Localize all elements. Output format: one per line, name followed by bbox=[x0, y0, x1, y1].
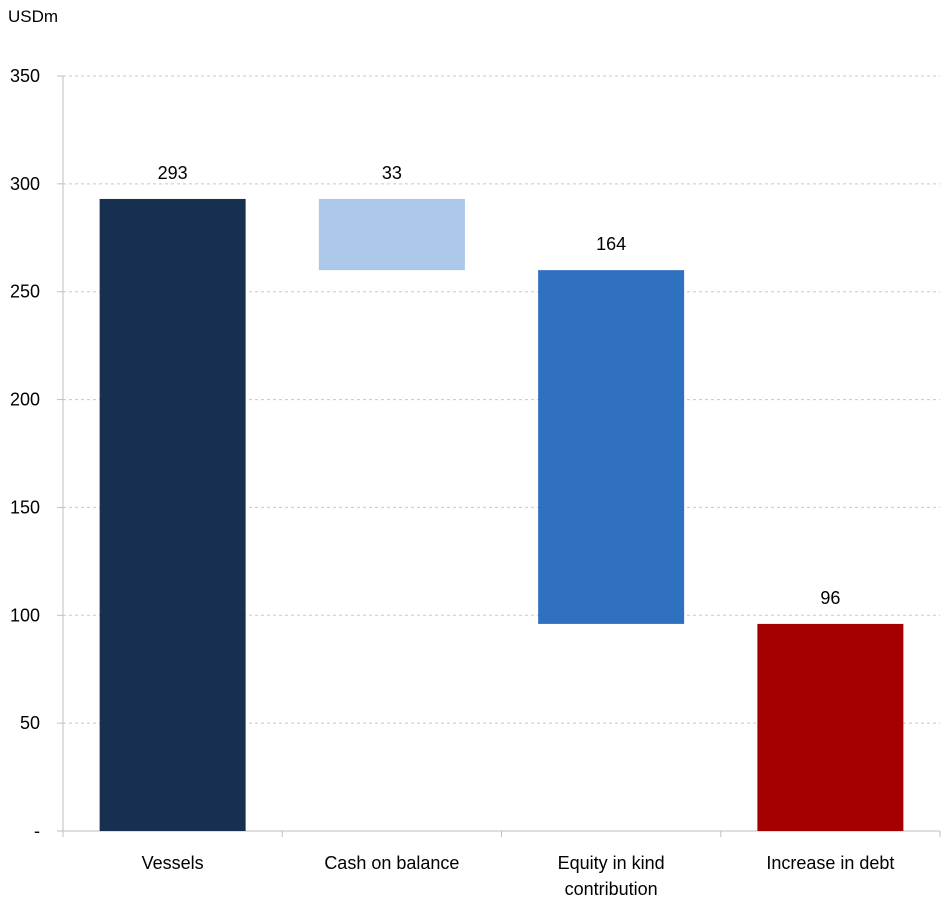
y-tick-label: 350 bbox=[10, 66, 40, 86]
y-tick-label: 250 bbox=[10, 282, 40, 302]
y-tick-label: 150 bbox=[10, 497, 40, 517]
data-label: 164 bbox=[596, 234, 626, 254]
labels: - 50 100 150 200 250 300 350 293 Vessels 33 Cash on… bbox=[10, 66, 894, 899]
y-tick-label: 300 bbox=[10, 174, 40, 194]
bar bbox=[318, 198, 465, 271]
category-label: Increase in debt bbox=[766, 853, 894, 873]
category-label: Vessels bbox=[142, 853, 204, 873]
unit-label: USDm bbox=[8, 7, 58, 26]
data-label: 33 bbox=[382, 163, 402, 183]
category-label: contribution bbox=[565, 879, 658, 899]
y-tick-label: 200 bbox=[10, 390, 40, 410]
data-label: 293 bbox=[158, 163, 188, 183]
data-label: 96 bbox=[820, 588, 840, 608]
y-tick-label: 100 bbox=[10, 605, 40, 625]
category-label: Equity in kind bbox=[558, 853, 665, 873]
category-label: Cash on balance bbox=[324, 853, 459, 873]
bar bbox=[99, 198, 246, 831]
bars bbox=[99, 198, 904, 831]
y-tick-label: - bbox=[34, 821, 40, 841]
y-tick-label: 50 bbox=[20, 713, 40, 733]
bar bbox=[538, 270, 685, 624]
bar bbox=[757, 623, 904, 831]
